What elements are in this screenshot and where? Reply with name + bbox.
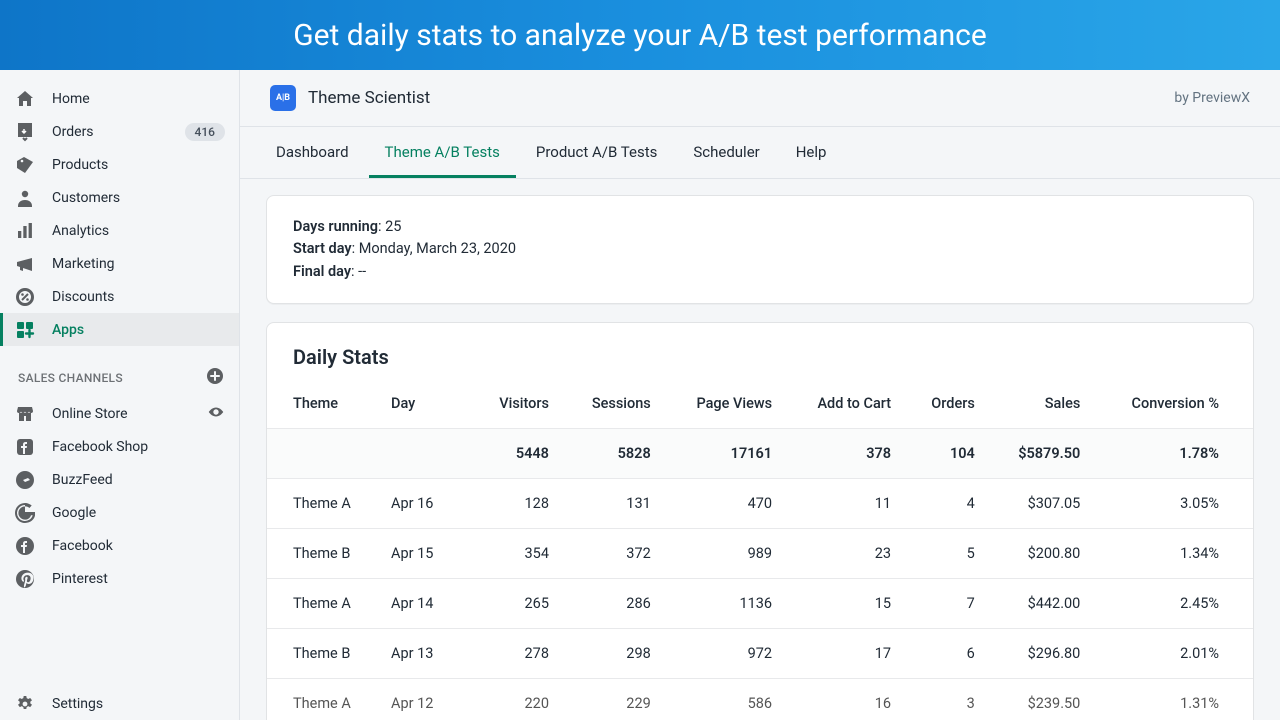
sidebar-item-label: Google [52, 505, 225, 521]
apps-icon [14, 320, 36, 340]
sidebar-item-label: Online Store [52, 406, 207, 422]
sales-channels-label: SALES CHANNELS [18, 371, 123, 385]
view-store-icon[interactable] [207, 403, 225, 425]
app-by: by PreviewX [1174, 90, 1250, 106]
start-day-value: Monday, March 23, 2020 [359, 240, 516, 257]
pinterest-icon [14, 569, 36, 589]
analytics-icon [14, 221, 36, 241]
sidebar-item-products[interactable]: Products [0, 148, 239, 181]
col-conversion-: Conversion % [1094, 379, 1253, 429]
store-icon [14, 404, 36, 424]
table-row: Theme BApr 13278298972176$296.802.01% [267, 629, 1253, 679]
days-running-value: 25 [385, 218, 401, 235]
tab-scheduler[interactable]: Scheduler [677, 143, 775, 178]
sidebar-item-label: Pinterest [52, 571, 225, 587]
col-sessions: Sessions [563, 379, 665, 429]
buzz-icon [14, 470, 36, 490]
sidebar-item-label: Customers [52, 190, 225, 206]
discounts-icon [14, 287, 36, 307]
final-day-value: -- [358, 263, 366, 280]
col-add-to-cart: Add to Cart [786, 379, 905, 429]
app-logo: A|B [270, 85, 296, 111]
sidebar-item-label: Facebook Shop [52, 439, 225, 455]
sidebar-item-label: Home [52, 91, 225, 107]
tab-help[interactable]: Help [780, 143, 843, 178]
sidebar-item-label: Products [52, 157, 225, 173]
test-info-card: Days running: 25 Start day: Monday, Marc… [266, 195, 1254, 304]
facebook-icon [14, 536, 36, 556]
sidebar-item-online-store[interactable]: Online Store [0, 397, 239, 430]
promo-banner-text: Get daily stats to analyze your A/B test… [293, 18, 987, 53]
sidebar-item-settings[interactable]: Settings [0, 687, 239, 720]
sidebar-item-orders[interactable]: Orders416 [0, 115, 239, 148]
fbshop-icon [14, 437, 36, 457]
google-icon [14, 503, 36, 523]
sidebar-item-label: Analytics [52, 223, 225, 239]
sidebar-item-facebook-shop[interactable]: Facebook Shop [0, 430, 239, 463]
daily-stats-title: Daily Stats [267, 345, 1253, 379]
table-row: Theme BApr 15354372989235$200.801.34% [267, 529, 1253, 579]
promo-banner: Get daily stats to analyze your A/B test… [0, 0, 1280, 70]
daily-stats-card: Daily Stats ThemeDayVisitorsSessionsPage… [266, 322, 1254, 720]
daily-stats-table: ThemeDayVisitorsSessionsPage ViewsAdd to… [267, 379, 1253, 720]
sidebar-item-pinterest[interactable]: Pinterest [0, 562, 239, 595]
col-visitors: Visitors [472, 379, 563, 429]
col-sales: Sales [989, 379, 1095, 429]
content: Days running: 25 Start day: Monday, Marc… [240, 179, 1280, 720]
sidebar-item-label: Marketing [52, 256, 225, 272]
table-row: Theme AApr 16128131470114$307.053.05% [267, 479, 1253, 529]
tab-product-a-b-tests[interactable]: Product A/B Tests [520, 143, 673, 178]
products-icon [14, 155, 36, 175]
col-day: Day [377, 379, 472, 429]
col-theme: Theme [267, 379, 377, 429]
sidebar-item-home[interactable]: Home [0, 82, 239, 115]
tab-theme-a-b-tests[interactable]: Theme A/B Tests [369, 143, 516, 178]
home-icon [14, 89, 36, 109]
table-row: Theme AApr 12220229586163$239.501.31% [267, 679, 1253, 720]
app-header: A|B Theme Scientist by PreviewX [240, 70, 1280, 127]
sidebar-item-customers[interactable]: Customers [0, 181, 239, 214]
sidebar-item-label: BuzzFeed [52, 472, 225, 488]
sidebar-item-label: Discounts [52, 289, 225, 305]
marketing-icon [14, 254, 36, 274]
col-page-views: Page Views [665, 379, 786, 429]
start-day-label: Start day [293, 240, 352, 257]
sidebar-item-label: Orders [52, 124, 185, 140]
sidebar-item-label: Apps [52, 322, 225, 338]
orders-icon [14, 122, 36, 142]
sidebar-item-analytics[interactable]: Analytics [0, 214, 239, 247]
sales-channels-header: SALES CHANNELS [0, 346, 239, 397]
sidebar-item-facebook[interactable]: Facebook [0, 529, 239, 562]
sidebar-item-apps[interactable]: Apps [0, 313, 239, 346]
sidebar-item-buzzfeed[interactable]: BuzzFeed [0, 463, 239, 496]
tab-dashboard[interactable]: Dashboard [260, 143, 365, 178]
app-title: Theme Scientist [308, 88, 430, 108]
sidebar-item-google[interactable]: Google [0, 496, 239, 529]
customers-icon [14, 188, 36, 208]
sidebar: Home Orders416 Products Customers Analytics M… [0, 70, 240, 720]
sidebar-item-label: Facebook [52, 538, 225, 554]
settings-icon [14, 694, 36, 714]
totals-row: 5448582817161378104$5879.501.78% [267, 429, 1253, 479]
days-running-label: Days running [293, 218, 378, 235]
orders-badge: 416 [185, 123, 225, 141]
tabs: DashboardTheme A/B TestsProduct A/B Test… [240, 127, 1280, 179]
settings-label: Settings [52, 696, 225, 712]
col-orders: Orders [905, 379, 989, 429]
main-area: A|B Theme Scientist by PreviewX Dashboar… [240, 70, 1280, 720]
sidebar-item-marketing[interactable]: Marketing [0, 247, 239, 280]
sidebar-item-discounts[interactable]: Discounts [0, 280, 239, 313]
add-channel-button[interactable] [205, 366, 225, 389]
table-row: Theme AApr 142652861136157$442.002.45% [267, 579, 1253, 629]
final-day-label: Final day [293, 263, 351, 280]
